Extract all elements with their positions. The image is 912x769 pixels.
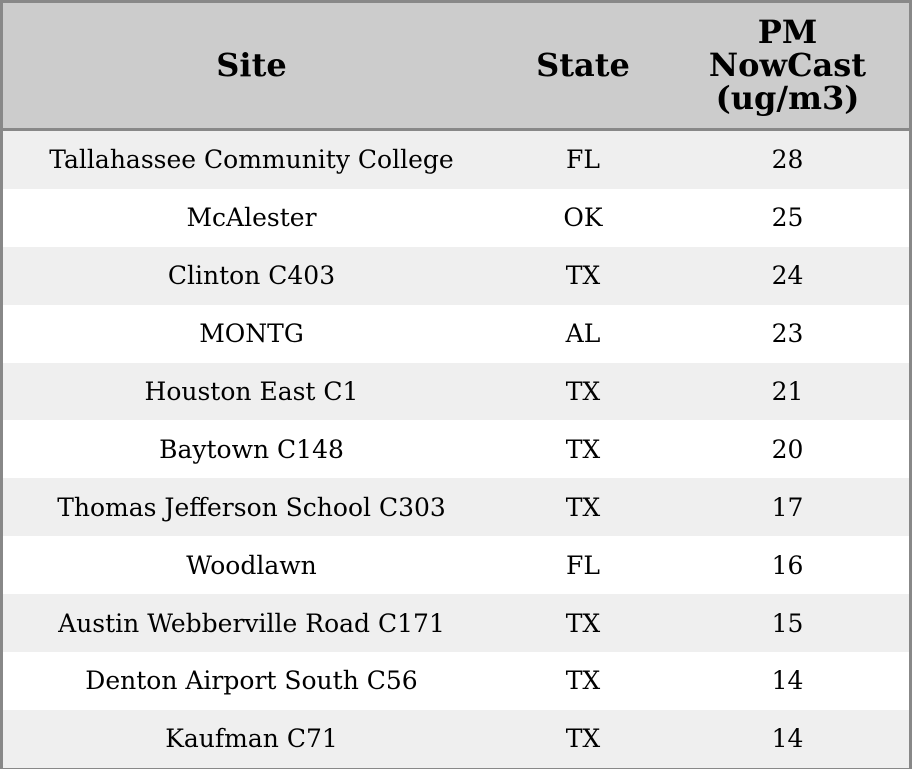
- header-cell: Site: [3, 3, 500, 128]
- table-cell: Austin Webberville Road C171: [58, 608, 445, 638]
- header-cell: PM NowCast (ug/m3): [666, 3, 909, 128]
- table-cell: McAlester: [186, 203, 317, 233]
- table-cell: Denton Airport South C56: [85, 666, 418, 696]
- table-row: Austin Webberville Road C171 TX 15: [3, 594, 909, 653]
- table-cell: 16: [771, 550, 804, 580]
- table-cell: TX: [565, 492, 601, 522]
- table-cell: Houston East C1: [144, 377, 359, 406]
- table-cell: Baytown C148: [159, 434, 344, 464]
- table-cell: 14: [771, 666, 804, 696]
- table-body: Tallahassee Community College FL 28 McAlest…: [3, 131, 909, 768]
- table-cell: TX: [565, 261, 601, 291]
- table-cell: Thomas Jefferson School C303: [57, 492, 446, 522]
- table-cell: Clinton C403: [167, 261, 336, 291]
- table-cell: FL: [566, 145, 600, 175]
- table-cell: TX: [565, 608, 601, 638]
- table-cell: 24: [771, 261, 804, 291]
- table-cell: TX: [565, 434, 601, 464]
- table-cell: 14: [771, 724, 804, 754]
- table-cell: 25: [771, 203, 804, 233]
- table-header: Site State PM NowCast (ug/m3): [3, 3, 909, 131]
- table-cell: AL: [565, 319, 601, 349]
- header-text: State: [536, 46, 630, 84]
- table-cell: OK: [563, 203, 603, 233]
- table-row: Clinton C403 TX 24: [3, 246, 909, 305]
- table-row: Houston East C1 TX 21: [3, 362, 909, 421]
- table-cell: 21: [771, 377, 804, 406]
- table-cell: TX: [565, 724, 601, 754]
- table-row: Thomas Jefferson School C303 TX 17: [3, 478, 909, 537]
- table-cell: Woodlawn: [186, 550, 317, 580]
- table-row: Woodlawn FL 16: [3, 536, 909, 595]
- table-cell: 23: [771, 319, 804, 349]
- table-cell: 17: [771, 492, 804, 522]
- table-cell: 15: [771, 608, 804, 638]
- header-cell: State: [500, 3, 666, 128]
- table-cell: 20: [771, 434, 804, 464]
- table-cell: MONTG: [199, 319, 304, 349]
- table-row: Kaufman C71 TX 14: [3, 709, 909, 768]
- table-row: Baytown C148 TX 20: [3, 420, 909, 479]
- table-cell: TX: [565, 666, 601, 696]
- table-row: MONTG AL 23: [3, 304, 909, 363]
- table-row: Tallahassee Community College FL 28: [3, 131, 909, 189]
- header-text: Site: [216, 46, 287, 84]
- table-row: McAlester OK 25: [3, 188, 909, 247]
- table-cell: Tallahassee Community College: [49, 145, 454, 175]
- table-cell: 28: [771, 145, 804, 175]
- table-cell: Kaufman C71: [165, 724, 338, 754]
- table-cell: FL: [566, 550, 600, 580]
- header-text: PM NowCast (ug/m3): [708, 13, 867, 117]
- table-row: Denton Airport South C56 TX 14: [3, 652, 909, 710]
- table-cell: TX: [565, 377, 601, 406]
